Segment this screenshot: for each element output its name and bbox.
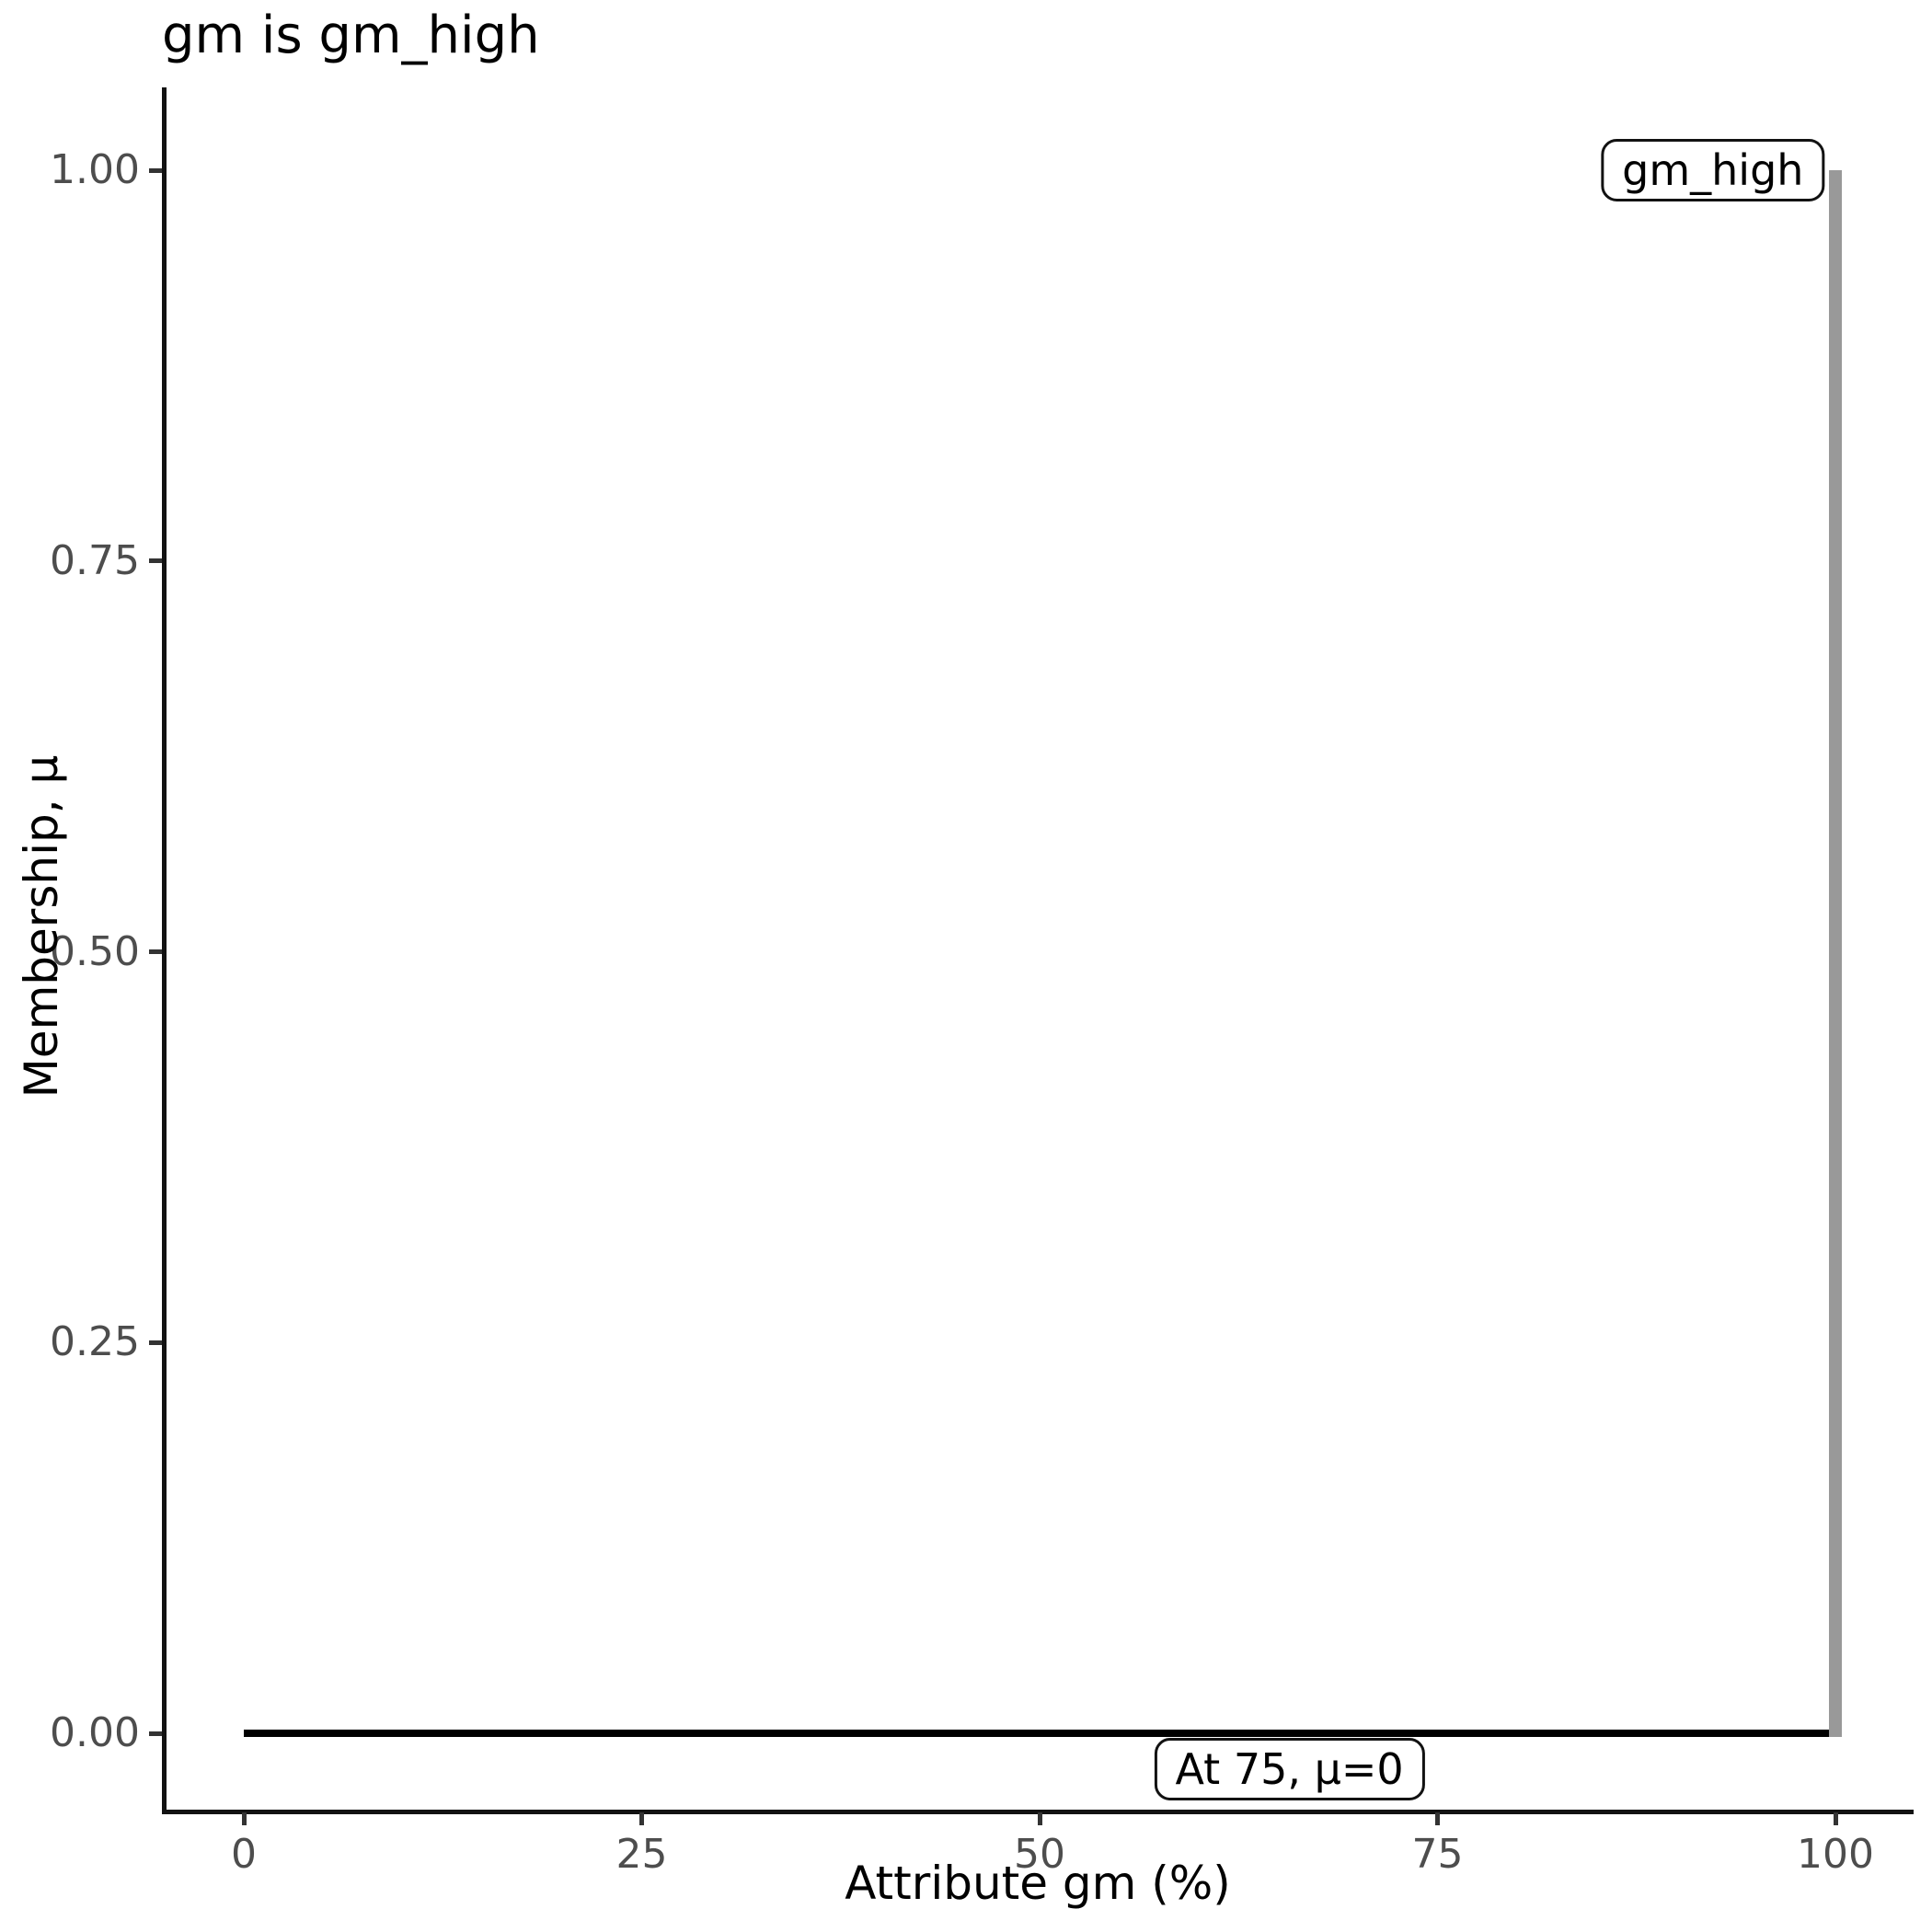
x-tick-mark bbox=[241, 1812, 247, 1825]
x-tick-label: 100 bbox=[1797, 1831, 1874, 1878]
y-axis-title: Membership, μ bbox=[15, 754, 68, 1098]
series-line-gm_high bbox=[1829, 170, 1842, 1737]
x-tick-label: 75 bbox=[1411, 1831, 1464, 1878]
x-tick-mark bbox=[1435, 1812, 1440, 1825]
annotation-mu-value-label: At 75, μ=0 bbox=[1154, 1738, 1425, 1801]
y-tick-mark bbox=[149, 558, 162, 564]
annotation-gm-high-label: gm_high bbox=[1601, 139, 1825, 201]
y-tick-mark bbox=[149, 1340, 162, 1345]
y-tick-label: 1.00 bbox=[50, 146, 140, 193]
y-tick-mark bbox=[149, 1731, 162, 1736]
x-tick-label: 50 bbox=[1014, 1831, 1065, 1878]
x-tick-mark bbox=[639, 1812, 644, 1825]
y-tick-label: 0.75 bbox=[50, 536, 140, 584]
x-tick-mark bbox=[1037, 1812, 1042, 1825]
x-tick-label: 25 bbox=[615, 1831, 668, 1878]
series-line-input-level-at-75 bbox=[244, 1730, 1835, 1737]
y-tick-label: 0.00 bbox=[50, 1709, 140, 1756]
plot-panel bbox=[162, 87, 1914, 1814]
y-tick-label: 0.50 bbox=[50, 927, 140, 975]
x-tick-label: 0 bbox=[231, 1831, 257, 1878]
y-tick-mark bbox=[149, 167, 162, 173]
x-axis-title: Attribute gm (%) bbox=[845, 1857, 1231, 1910]
y-tick-label: 0.25 bbox=[50, 1318, 140, 1366]
chart-title: gm is gm_high bbox=[162, 6, 540, 65]
y-tick-mark bbox=[149, 949, 162, 954]
x-tick-mark bbox=[1833, 1812, 1838, 1825]
